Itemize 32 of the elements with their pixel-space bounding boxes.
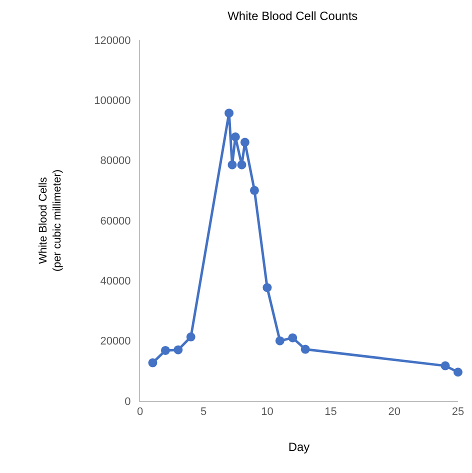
x-tick-label: 5 [200,406,207,418]
point [174,345,183,354]
point [186,332,196,342]
point [454,368,462,377]
point [228,160,237,170]
x-tick-label: 15 [324,406,337,418]
point [160,346,170,355]
x-tick-label: 0 [136,406,144,418]
point [300,344,310,354]
y-tick-label: 100000 [94,95,131,108]
point [240,138,250,147]
point [275,336,284,346]
y-tick-label: 0 [124,396,131,408]
y-tick-label: 120000 [94,34,131,47]
point [224,108,234,118]
point [440,361,450,370]
point [288,333,298,342]
chart-title: White Blood Cell Counts [228,9,358,24]
y-axis-title: White Blood Cells (per cubic millimeter) [37,169,64,272]
point [262,283,272,292]
point [237,160,246,170]
point [148,358,158,368]
y-tick-label: 80000 [100,155,131,168]
point [250,186,259,195]
y-tick-label: 60000 [100,215,131,228]
x-axis-title: Day [288,440,310,454]
point [230,132,240,142]
x-tick-label: 10 [261,406,274,418]
x-tick-label: 25 [452,406,464,418]
y-tick-label: 40000 [100,276,131,288]
x-tick-label: 20 [388,406,401,418]
y-tick-label: 20000 [100,336,131,348]
